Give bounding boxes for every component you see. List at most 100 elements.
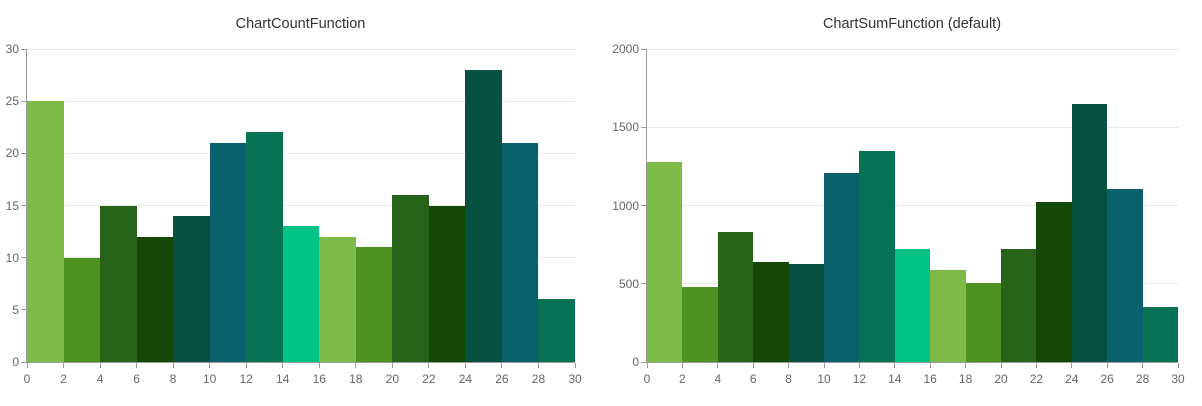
x-tick-label: 8	[785, 372, 792, 386]
x-axis-tick	[355, 363, 357, 368]
y-axis-tick	[21, 309, 26, 311]
x-axis-tick	[1142, 363, 1144, 368]
y-tick-label: 500	[618, 276, 639, 291]
x-tick-label: 2	[679, 372, 686, 386]
gridline	[27, 100, 575, 102]
bar	[1036, 202, 1072, 362]
x-tick-label: 10	[817, 372, 831, 386]
bar	[428, 205, 466, 362]
y-axis-tick	[21, 257, 26, 259]
x-axis-tick	[574, 363, 576, 368]
chart-title: ChartSumFunction (default)	[822, 16, 1002, 32]
x-axis-tick	[752, 363, 754, 368]
y-axis-tick	[641, 48, 646, 50]
bar	[209, 142, 247, 362]
bar	[717, 232, 754, 362]
x-axis-tick	[172, 363, 174, 368]
x-axis-tick	[894, 363, 896, 368]
bar	[63, 257, 101, 362]
x-tick-label: 22	[1029, 372, 1044, 386]
x-tick-label: 18	[958, 372, 973, 386]
x-tick-label: 6	[749, 372, 757, 386]
x-axis-tick	[391, 363, 393, 368]
bar	[1142, 307, 1178, 362]
y-tick-label: 1000	[612, 198, 639, 213]
bar	[538, 299, 575, 362]
x-axis-tick	[26, 363, 28, 368]
gridline	[27, 205, 575, 206]
bar	[1001, 248, 1037, 362]
x-tick-label: 24	[458, 372, 473, 386]
x-axis-tick	[965, 363, 967, 368]
x-tick-label: 22	[422, 372, 436, 386]
bar	[930, 269, 966, 362]
bar	[1107, 189, 1143, 362]
bar	[1071, 103, 1108, 362]
x-axis-tick	[646, 363, 648, 368]
x-tick-label: 6	[133, 372, 140, 386]
x-axis-tick	[681, 363, 683, 368]
x-tick-label: 10	[202, 372, 217, 386]
bar	[788, 264, 824, 362]
bar	[27, 101, 64, 362]
bar	[824, 173, 860, 362]
x-tick-label: 26	[495, 372, 509, 386]
x-tick-label: 2	[60, 372, 67, 386]
y-axis-tick	[641, 361, 646, 363]
bar	[647, 162, 683, 362]
y-axis-tick	[21, 205, 26, 206]
y-tick-label: 0	[632, 355, 639, 369]
y-tick-label: 2000	[612, 42, 639, 56]
bar	[392, 195, 429, 362]
x-tick-label: 28	[1135, 372, 1150, 386]
y-axis-tick	[641, 205, 646, 206]
x-axis-tick	[1071, 363, 1073, 368]
y-axis-tick	[21, 100, 26, 102]
y-tick-label: 25	[5, 94, 19, 109]
bar	[173, 215, 210, 362]
x-axis-tick	[501, 363, 503, 368]
y-axis-tick	[21, 152, 26, 154]
x-tick-label: 16	[312, 372, 326, 386]
x-tick-label: 24	[1065, 372, 1079, 386]
x-axis-tick	[1000, 363, 1002, 368]
x-axis-tick	[717, 363, 719, 368]
x-tick-label: 8	[169, 372, 177, 386]
bar	[246, 132, 283, 362]
y-tick-label: 1500	[612, 120, 639, 135]
x-axis-tick	[318, 363, 320, 368]
x-axis-tick	[63, 363, 65, 368]
x-tick-label: 12	[852, 372, 867, 386]
x-tick-label: 0	[643, 372, 651, 386]
x-tick-label: 20	[385, 372, 399, 386]
x-axis-tick	[823, 363, 825, 368]
gridline	[27, 48, 575, 50]
x-tick-label: 4	[96, 372, 104, 386]
x-tick-label: 28	[531, 372, 546, 386]
chart-count-function: ChartCountFunction 0 5 10 15 20 25 30 0 2 4 6 8 10 12…	[6, 16, 582, 386]
bar	[136, 236, 174, 362]
x-tick-label: 4	[714, 372, 722, 386]
y-tick-label: 10	[5, 250, 19, 265]
y-axis-tick	[21, 361, 26, 363]
y-tick-label: 5	[12, 302, 19, 317]
bar	[859, 150, 895, 362]
bar	[894, 249, 931, 362]
x-tick-label: 20	[994, 372, 1008, 386]
y-tick-label: 30	[5, 42, 19, 56]
x-axis-tick	[537, 363, 539, 368]
bar	[465, 69, 502, 362]
y-tick-label: 15	[5, 198, 19, 213]
x-axis-tick	[788, 363, 790, 368]
bar	[282, 226, 320, 362]
x-tick-label: 14	[888, 372, 902, 386]
x-axis-tick	[209, 363, 211, 368]
bar	[319, 236, 356, 362]
x-axis-tick	[1035, 363, 1037, 368]
bar	[100, 205, 137, 362]
x-axis-tick	[282, 363, 284, 368]
y-tick-label: 20	[5, 146, 19, 161]
x-axis-tick	[428, 363, 430, 368]
x-tick-label: 0	[23, 372, 31, 386]
